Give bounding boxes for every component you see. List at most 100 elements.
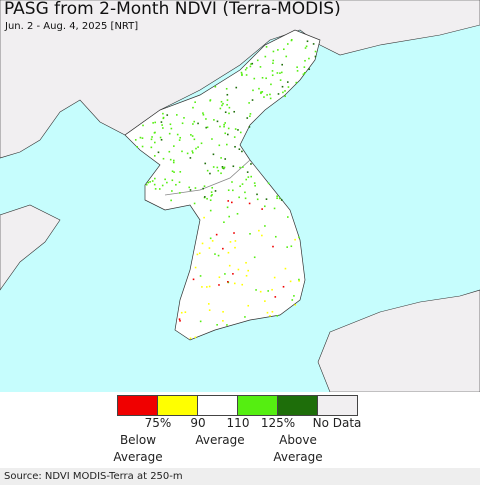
speckle: [290, 245, 293, 248]
speckle: [171, 179, 174, 182]
legend-tick: 110: [226, 416, 250, 430]
speckle: [212, 166, 215, 168]
speckle: [228, 112, 230, 115]
speckle: [263, 96, 265, 98]
speckle: [200, 142, 203, 145]
speckle: [202, 187, 204, 190]
speckle: [208, 285, 211, 288]
speckle: [192, 123, 194, 125]
speckle: [241, 73, 243, 76]
speckle: [202, 113, 205, 116]
speckle: [210, 191, 213, 193]
source: Source: NDVI MODIS-Terra at 250-m: [0, 468, 480, 485]
speckle: [261, 91, 264, 93]
mainland: [0, 0, 480, 159]
speckle: [276, 197, 278, 200]
speckle: [218, 144, 221, 147]
speckle: [304, 59, 306, 62]
speckle: [244, 197, 247, 200]
speckle: [272, 50, 275, 53]
speckle: [181, 122, 184, 125]
speckle: [277, 93, 280, 95]
speckle: [252, 89, 254, 92]
speckle: [256, 198, 259, 201]
speckle: [281, 85, 284, 88]
speckle: [251, 99, 254, 101]
speckle: [219, 125, 221, 128]
speckle: [281, 63, 284, 66]
speckle: [215, 233, 218, 236]
speckle: [180, 311, 183, 314]
speckle: [205, 126, 208, 129]
speckle: [136, 145, 138, 148]
speckle: [244, 316, 246, 318]
speckle: [189, 189, 192, 191]
speckle: [220, 157, 222, 159]
speckle: [171, 190, 173, 192]
speckle: [192, 278, 195, 281]
speckle: [212, 153, 215, 156]
speckle: [231, 181, 233, 183]
speckle: [222, 102, 224, 105]
speckle: [191, 135, 194, 137]
speckle: [226, 99, 229, 101]
speckle: [192, 151, 194, 154]
legend-tick: 125%: [260, 416, 296, 430]
speckle: [233, 136, 236, 138]
speckle: [267, 182, 270, 185]
speckle: [179, 171, 182, 173]
speckle: [289, 280, 292, 283]
speckle: [239, 131, 242, 134]
speckle: [245, 261, 247, 264]
speckle: [204, 162, 207, 165]
speckle: [150, 138, 153, 141]
speckle: [263, 205, 266, 208]
speckle: [249, 115, 251, 118]
speckle: [231, 201, 233, 204]
speckle: [276, 195, 278, 198]
speckle: [172, 161, 175, 164]
speckle: [220, 172, 222, 175]
speckle: [161, 184, 164, 187]
speckle: [242, 166, 244, 168]
speckle: [224, 122, 226, 124]
speckle: [261, 234, 263, 237]
speckle: [139, 136, 142, 139]
speckle: [284, 267, 287, 270]
speckle: [308, 68, 311, 71]
speckle: [249, 113, 252, 115]
shandong: [0, 204, 61, 291]
speckle: [314, 50, 317, 53]
speckle: [190, 134, 192, 136]
speckle: [296, 70, 299, 72]
speckle: [223, 125, 225, 128]
speckle: [253, 182, 256, 184]
speckle: [170, 199, 172, 202]
speckle: [201, 242, 204, 245]
speckle: [197, 122, 199, 125]
speckle: [220, 100, 223, 103]
speckle: [241, 183, 244, 185]
speckle: [194, 101, 196, 103]
speckle: [196, 253, 199, 256]
speckle: [258, 229, 260, 232]
legend-no-data: No Data: [312, 416, 362, 430]
speckle: [296, 66, 298, 69]
speckle: [227, 280, 229, 283]
speckle: [214, 85, 217, 88]
speckle: [234, 145, 236, 148]
speckle: [173, 171, 175, 173]
speckle: [233, 110, 236, 113]
speckle: [194, 266, 197, 269]
speckle: [188, 186, 191, 189]
speckle: [248, 126, 251, 128]
speckle: [162, 127, 164, 129]
speckle: [272, 62, 274, 64]
speckle: [265, 77, 267, 80]
speckle: [229, 241, 232, 243]
speckle: [244, 191, 246, 194]
speckle: [152, 122, 154, 124]
speckle: [218, 284, 220, 286]
speckle: [211, 186, 214, 189]
speckle: [291, 299, 294, 301]
